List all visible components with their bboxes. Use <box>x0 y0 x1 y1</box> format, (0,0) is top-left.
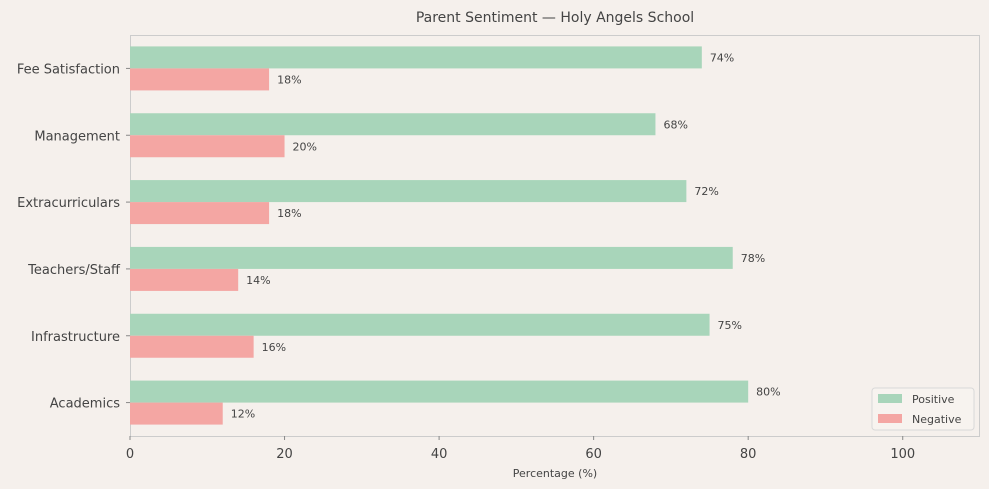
data-label-negative: 18% <box>277 73 301 86</box>
x-tick-label: 80 <box>740 447 757 462</box>
bar-negative <box>130 268 239 291</box>
bars-group: 74% 18% 68% 20% 72% 18% 78% 14% 75% 16% 80% 12% <box>130 46 781 425</box>
x-tick-label: 100 <box>890 447 915 462</box>
legend: Positive Negative <box>871 387 975 431</box>
data-label-positive: 78% <box>741 252 765 265</box>
x-tick-label: 0 <box>126 447 134 462</box>
bar-positive <box>130 180 687 203</box>
bar-positive <box>130 380 749 403</box>
legend-swatch-negative <box>878 414 902 423</box>
bar-positive <box>130 246 733 269</box>
x-axis-label: Percentage (%) <box>513 467 597 480</box>
data-label-positive: 68% <box>663 118 687 131</box>
category-label: Management <box>34 129 120 144</box>
bar-negative <box>130 335 254 358</box>
legend-label-positive: Positive <box>912 393 955 406</box>
data-label-negative: 16% <box>262 341 286 354</box>
data-label-positive: 72% <box>694 185 718 198</box>
bar-positive <box>130 46 702 69</box>
x-tick-label: 40 <box>431 447 448 462</box>
data-label-positive: 74% <box>710 51 734 64</box>
category-label: Teachers/Staff <box>27 263 121 278</box>
legend-label-negative: Negative <box>912 413 962 426</box>
y-axis: Fee Satisfaction Management Extracurricula… <box>17 62 130 412</box>
data-label-negative: 18% <box>277 207 301 220</box>
x-axis: 0 20 40 60 80 100 <box>126 436 915 462</box>
bar-positive <box>130 113 656 136</box>
chart-title: Parent Sentiment — Holy Angels School <box>416 10 694 26</box>
plot-area <box>130 35 980 437</box>
category-label: Extracurriculars <box>17 196 120 211</box>
x-tick-label: 20 <box>276 447 293 462</box>
category-label: Academics <box>50 397 120 412</box>
category-label: Fee Satisfaction <box>17 62 120 77</box>
bar-negative <box>130 202 270 225</box>
bar-negative <box>130 135 285 158</box>
data-label-negative: 12% <box>231 408 255 421</box>
data-label-negative: 14% <box>246 274 270 287</box>
data-label-positive: 75% <box>718 319 742 332</box>
data-label-negative: 20% <box>293 140 317 153</box>
legend-swatch-positive <box>878 394 902 403</box>
bar-negative <box>130 68 270 91</box>
bar-negative <box>130 402 223 425</box>
data-label-positive: 80% <box>756 386 780 399</box>
category-label: Infrastructure <box>31 330 120 345</box>
x-tick-label: 60 <box>585 447 602 462</box>
bar-positive <box>130 313 710 336</box>
